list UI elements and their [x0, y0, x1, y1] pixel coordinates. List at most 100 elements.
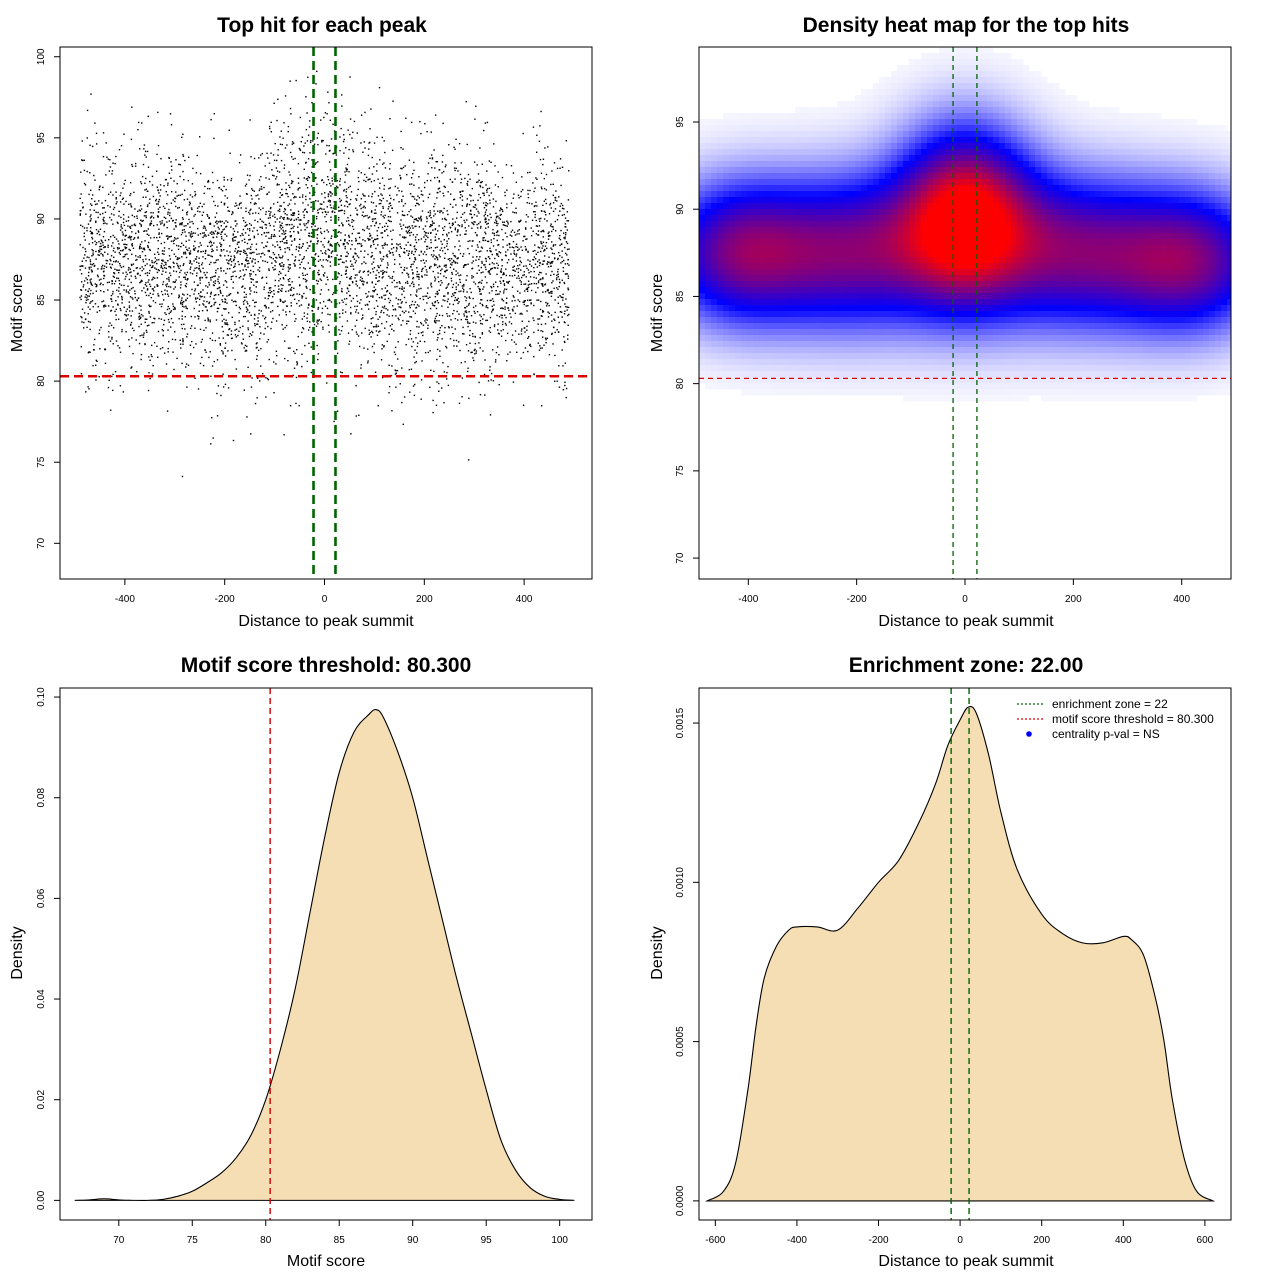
scatter-point: [561, 214, 564, 216]
scatter-point: [351, 221, 353, 223]
scatter-point: [379, 252, 382, 254]
scatter-point: [514, 330, 517, 332]
scatter-point: [234, 329, 236, 331]
scatter-point: [444, 264, 446, 266]
scatter-point: [166, 194, 169, 196]
scatter-point: [547, 232, 549, 235]
scatter-point: [474, 353, 476, 355]
scatter-point: [503, 224, 506, 227]
scatter-point: [429, 210, 431, 212]
scatter-point: [432, 411, 434, 414]
scatter-point: [113, 260, 115, 263]
scatter-point: [436, 246, 438, 248]
scatter-point: [125, 310, 127, 313]
scatter-point: [394, 373, 397, 375]
scatter-point: [310, 206, 312, 208]
scatter-point: [118, 286, 120, 289]
scatter-point: [330, 138, 333, 140]
scatter-point: [449, 203, 452, 206]
scatter-point: [245, 192, 248, 195]
scatter-point: [537, 342, 539, 344]
scatter-point: [562, 266, 565, 269]
scatter-point: [454, 256, 457, 258]
scatter-point: [81, 260, 84, 262]
scatter-point: [231, 213, 233, 216]
scatter-point: [472, 256, 474, 258]
scatter-point: [330, 195, 332, 197]
scatter-point: [183, 225, 185, 227]
scatter-point: [180, 347, 182, 349]
scatter-point: [358, 242, 361, 245]
scatter-point: [432, 331, 434, 333]
scatter-point: [292, 227, 294, 229]
scatter-point: [377, 305, 379, 307]
scatter-point: [421, 360, 423, 362]
scatter-point: [265, 224, 268, 226]
scatter-point: [154, 317, 156, 320]
scatter-point: [295, 79, 297, 82]
scatter-point: [554, 311, 556, 314]
scatter-point: [330, 235, 333, 237]
scatter-point: [118, 243, 120, 245]
scatter-point: [110, 255, 113, 257]
scatter-point: [179, 265, 182, 267]
scatter-point: [97, 249, 100, 252]
scatter-point: [182, 170, 184, 173]
scatter-point: [193, 281, 196, 283]
scatter-point: [436, 258, 439, 261]
scatter-point: [175, 224, 177, 227]
scatter-point: [345, 188, 348, 190]
scatter-point: [521, 313, 523, 315]
scatter-point: [568, 170, 570, 172]
scatter-point: [371, 237, 373, 239]
scatter-point: [186, 386, 188, 388]
scatter-point: [133, 269, 135, 272]
scatter-point: [415, 294, 417, 296]
scatter-point: [343, 212, 346, 215]
scatter-point: [315, 162, 317, 164]
scatter-point: [479, 184, 481, 187]
scatter-point: [168, 285, 170, 288]
scatter-point: [256, 397, 258, 399]
scatter-point: [210, 277, 212, 279]
scatter-point: [90, 227, 92, 229]
scatter-point: [283, 164, 286, 166]
scatter-point: [536, 134, 538, 136]
scatter-point: [329, 149, 331, 152]
scatter-point: [346, 170, 348, 172]
scatter-point: [473, 161, 476, 163]
scatter-point: [443, 195, 445, 197]
scatter-point: [373, 218, 375, 220]
scatter-point: [538, 140, 541, 143]
scatter-point: [226, 250, 228, 252]
scatter-point: [355, 309, 358, 311]
scatter-point: [446, 312, 448, 315]
scatter-point: [341, 312, 344, 314]
scatter-point: [567, 338, 569, 340]
scatter-point: [411, 345, 413, 348]
scatter-point: [393, 351, 396, 353]
scatter-point: [367, 348, 369, 350]
scatter-point: [148, 356, 150, 358]
scatter-point: [161, 346, 164, 349]
scatter-point: [376, 334, 379, 336]
scatter-point: [157, 211, 160, 213]
scatter-point: [550, 183, 552, 186]
scatter-point: [149, 316, 152, 318]
scatter-point: [283, 238, 285, 240]
scatter-point: [91, 232, 93, 234]
scatter-point: [368, 178, 370, 181]
scatter-point: [542, 260, 544, 262]
scatter-point: [231, 316, 233, 318]
scatter-point: [455, 288, 458, 291]
scatter-point: [281, 287, 283, 290]
scatter-point: [87, 298, 89, 301]
scatter-point: [532, 259, 535, 261]
scatter-point: [163, 216, 166, 219]
scatter-point: [444, 218, 446, 221]
scatter-point: [242, 338, 244, 340]
scatter-point: [524, 227, 527, 229]
scatter-point: [450, 230, 453, 233]
scatter-point: [279, 221, 281, 223]
scatter-point: [436, 266, 439, 269]
